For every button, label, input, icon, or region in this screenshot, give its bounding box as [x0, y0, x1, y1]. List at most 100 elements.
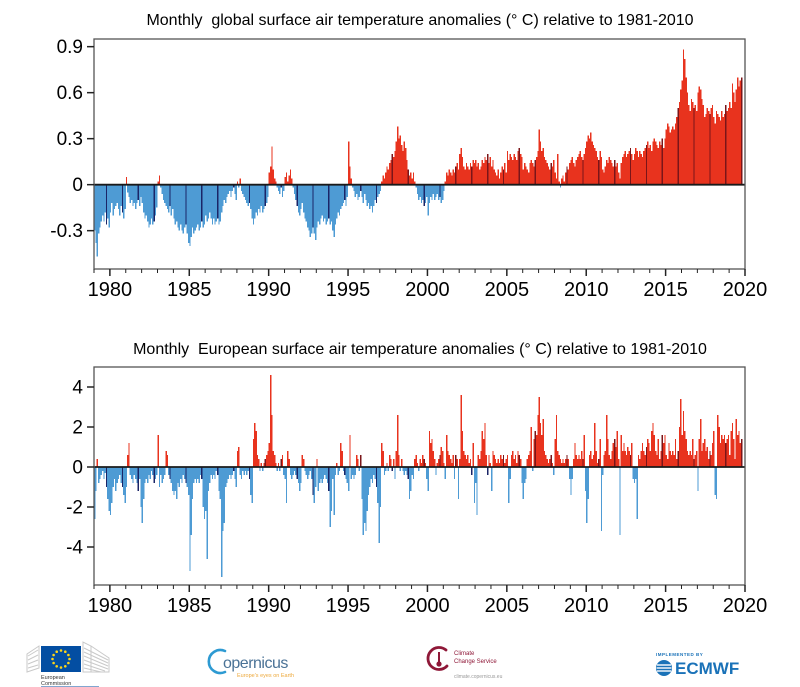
x-tick-label: 2000: [405, 595, 450, 617]
bar: [109, 184, 112, 213]
bar: [219, 467, 222, 499]
bar: [187, 467, 190, 495]
bar: [365, 184, 367, 200]
bar: [463, 451, 465, 467]
bar: [138, 467, 141, 479]
bar: [228, 184, 231, 191]
bar: [731, 423, 734, 467]
bar: [521, 157, 523, 185]
bar: [504, 163, 506, 185]
bar: [710, 108, 712, 185]
bar: [359, 455, 362, 467]
bar: [393, 459, 395, 467]
bar: [607, 439, 609, 467]
bar: [332, 467, 334, 479]
bar: [549, 169, 551, 185]
bar: [285, 172, 288, 185]
bar: [619, 467, 621, 535]
bar: [348, 467, 350, 491]
bar: [320, 184, 322, 219]
bar: [457, 467, 460, 499]
bar: [205, 184, 207, 216]
bar: [250, 184, 252, 210]
bar: [289, 169, 292, 185]
bar: [502, 169, 505, 185]
bar: [645, 447, 648, 467]
bar: [353, 184, 355, 191]
bar: [141, 184, 143, 204]
bar: [399, 135, 401, 185]
bar: [737, 77, 739, 185]
bar: [387, 169, 390, 185]
bar: [144, 184, 146, 219]
bar: [345, 467, 347, 479]
bar: [162, 467, 165, 479]
bar: [301, 184, 304, 204]
bar: [328, 184, 330, 219]
bar: [117, 467, 120, 479]
bar: [365, 467, 367, 531]
bar: [361, 467, 363, 499]
bar: [176, 184, 178, 222]
bar: [467, 455, 469, 467]
bar: [416, 463, 419, 467]
bar: [669, 132, 671, 185]
bar: [297, 184, 300, 213]
bar: [486, 154, 489, 185]
bar: [217, 467, 219, 475]
bar: [272, 169, 274, 185]
bar: [176, 467, 178, 499]
bar: [135, 467, 137, 479]
bar: [242, 467, 244, 471]
bar: [101, 467, 104, 471]
bar: [158, 175, 161, 185]
bar: [400, 459, 403, 467]
bar: [338, 184, 341, 216]
bar: [543, 451, 546, 467]
bar: [676, 117, 678, 185]
bar: [267, 451, 269, 467]
bar: [480, 451, 482, 467]
bar: [258, 459, 260, 467]
bar: [165, 451, 167, 467]
bar: [198, 467, 200, 483]
bar: [419, 184, 421, 197]
bar: [177, 467, 179, 483]
bar: [312, 184, 314, 228]
bar: [422, 455, 424, 467]
bar: [349, 166, 351, 185]
bar: [338, 467, 341, 471]
bar: [694, 455, 697, 467]
bar: [186, 467, 188, 487]
bar: [640, 451, 642, 467]
bar: [105, 184, 108, 225]
bar: [611, 163, 613, 185]
bar: [408, 175, 411, 185]
bar: [451, 463, 453, 467]
bar: [457, 169, 460, 185]
bar: [703, 439, 706, 467]
bar: [397, 126, 399, 185]
bar: [170, 467, 173, 483]
bar: [583, 435, 585, 467]
bar: [162, 184, 165, 200]
bar: [636, 150, 638, 185]
bar: [690, 455, 693, 467]
bar: [452, 169, 454, 185]
bar: [295, 467, 297, 475]
bar: [385, 172, 387, 185]
bar: [592, 455, 595, 467]
bar: [107, 467, 109, 499]
bar: [109, 467, 112, 515]
bar: [469, 459, 472, 467]
bar: [410, 467, 412, 491]
bar: [191, 467, 194, 499]
bar: [435, 467, 437, 475]
bar: [717, 114, 719, 185]
bar: [203, 467, 206, 519]
bar: [168, 184, 170, 213]
bar: [137, 467, 139, 491]
bar: [178, 184, 180, 231]
bar: [140, 467, 142, 507]
x-tick-label: 2005: [485, 595, 530, 617]
